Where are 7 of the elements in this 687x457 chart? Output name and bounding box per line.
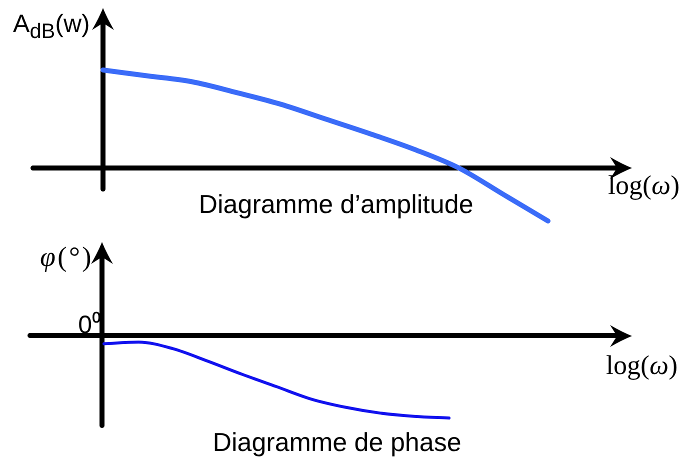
annotation: 0⁰	[78, 310, 101, 340]
text: Diagramme de phase	[212, 427, 462, 457]
y-axis-title: A$_{dB}$(w)	[13, 10, 90, 44]
x-axis-title: log(ω)	[606, 350, 678, 381]
text: Diagramme d’amplitude	[198, 189, 474, 220]
x-axis-title: log(ω)	[608, 170, 680, 201]
y-axis-title: φ(°)	[40, 242, 94, 274]
